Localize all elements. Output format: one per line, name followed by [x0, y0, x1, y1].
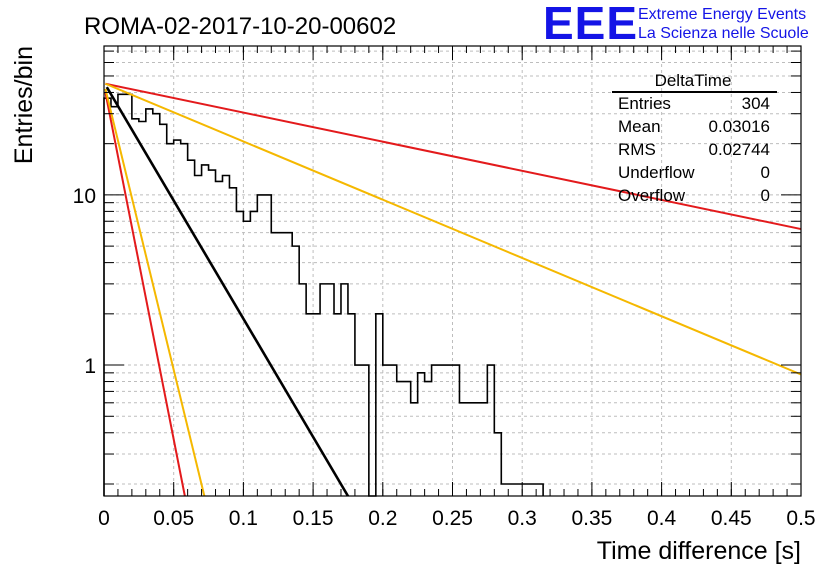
x-tick-label: 0.3	[508, 507, 537, 530]
chart-title: ROMA-02-2017-10-20-00602	[84, 13, 396, 40]
y-tick-label: 1	[84, 355, 96, 378]
stats-box-name: DeltaTime	[655, 71, 732, 90]
y-axis-label: Entries/bin	[10, 46, 38, 164]
eee-logo-line1: Extreme Energy Events	[638, 6, 806, 23]
stats-label-mean: Mean	[618, 117, 661, 136]
stats-value-overflow: 0	[761, 186, 770, 205]
x-tick-label: 0.5	[786, 507, 815, 530]
stats-label-overflow: Overflow	[618, 186, 686, 205]
fit-line-1	[105, 86, 350, 497]
y-tick-label: 10	[73, 185, 96, 208]
fit-line-2	[105, 82, 802, 231]
x-tick-labels: 0 0.05 0.1 0.15 0.2 0.25 0.3 0.35 0.4 0.45 0.5	[98, 507, 815, 530]
stats-label-entries: Entries	[618, 94, 671, 113]
x-tick-label: 0.2	[368, 507, 397, 530]
eee-logo-line2: La Scienza nelle Scuole	[638, 25, 809, 42]
eee-logo: EEE Extreme Energy Events La Scienza nel…	[543, 0, 809, 49]
fit-lines	[104, 82, 802, 497]
x-tick-label: 0.35	[571, 507, 612, 530]
x-tick-label: 0.45	[711, 507, 752, 530]
x-tick-label: 0.4	[647, 507, 677, 530]
stats-value-entries: 304	[742, 94, 770, 113]
eee-logo-mark: EEE	[543, 0, 638, 49]
fit-line-4	[105, 82, 802, 376]
x-tick-label: 0.1	[229, 507, 258, 530]
x-axis-label: Time difference [s]	[597, 537, 801, 565]
histogram-outline	[103, 93, 544, 497]
stats-value-underflow: 0	[761, 163, 770, 182]
x-tick-label: 0.15	[293, 507, 334, 530]
axis-ticks	[103, 46, 802, 496]
fit-line-5	[104, 88, 206, 497]
stats-label-underflow: Underflow	[618, 163, 695, 182]
stats-label-rms: RMS	[618, 140, 656, 159]
stats-value-mean: 0.03016	[709, 117, 770, 136]
x-tick-label: 0	[98, 507, 110, 530]
x-tick-label: 0.05	[153, 507, 194, 530]
x-tick-label: 0.25	[432, 507, 473, 530]
stats-value-rms: 0.02744	[709, 140, 770, 159]
y-tick-labels: 1 10	[73, 185, 96, 378]
stats-box: DeltaTime Entries 304 Mean 0.03016 RMS 0…	[612, 71, 777, 205]
fit-line-3	[104, 92, 186, 497]
histogram-bins	[103, 93, 544, 497]
